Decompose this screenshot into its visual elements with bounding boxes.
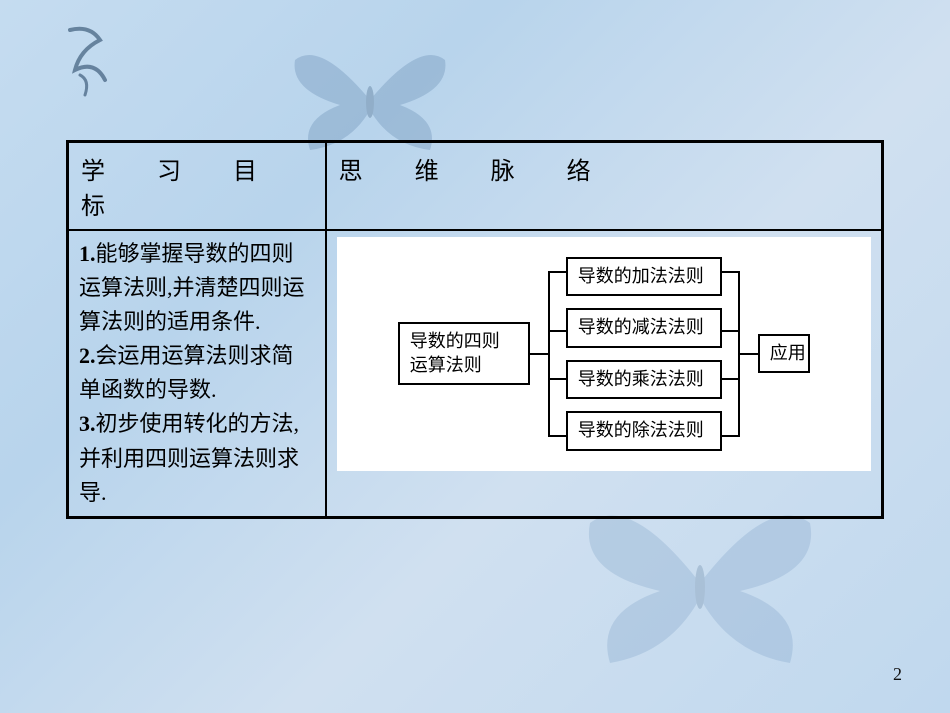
connector-stem-left [530, 353, 548, 355]
calligraphy-deco [60, 20, 120, 100]
diagram-branch-1: 导数的加法法则 [566, 257, 722, 296]
header-left: 学 习 目 标 [68, 142, 326, 231]
content-table: 学 习 目 标 思 维 脉 络 1.能够掌握导数的四则运算法则,并清楚四则运算法… [66, 140, 884, 519]
bracket-left [548, 257, 566, 451]
mindmap-diagram: 导数的四则 运算法则 导数的加法法则 导数的减法法则 导数的乘法法则 [337, 237, 871, 471]
bracket-right [722, 257, 740, 451]
connector-stem-right [740, 353, 758, 355]
diagram-leaf-node: 应用 [758, 334, 810, 373]
objectives-list: 1.能够掌握导数的四则运算法则,并清楚四则运算法则的适用条件. 2.会运用运算法… [79, 237, 315, 510]
page-number: 2 [893, 664, 902, 685]
objective-3-text: 初步使用转化的方法,并利用四则运算法则求导. [79, 411, 299, 504]
diagram-branch-2: 导数的减法法则 [566, 308, 722, 347]
diagram-root-node: 导数的四则 运算法则 [398, 322, 530, 385]
diagram-branch-4: 导数的除法法则 [566, 411, 722, 450]
diagram-branch-column: 导数的加法法则 导数的减法法则 导数的乘法法则 导数的除法法则 [566, 257, 722, 451]
diagram-branch-3: 导数的乘法法则 [566, 360, 722, 399]
diagram-root-line1: 导数的四则 [410, 331, 500, 351]
objective-1-num: 1. [79, 241, 96, 266]
diagram-cell: 导数的四则 运算法则 导数的加法法则 导数的减法法则 导数的乘法法则 [326, 230, 883, 517]
objective-1-text: 能够掌握导数的四则运算法则,并清楚四则运算法则的适用条件. [79, 241, 305, 334]
objectives-cell: 1.能够掌握导数的四则运算法则,并清楚四则运算法则的适用条件. 2.会运用运算法… [68, 230, 326, 517]
objective-2-num: 2. [79, 343, 96, 368]
diagram-root-line2: 运算法则 [410, 355, 482, 375]
objective-2-text: 会运用运算法则求简单函数的导数. [79, 343, 294, 402]
header-right: 思 维 脉 络 [326, 142, 883, 231]
objective-3-num: 3. [79, 411, 96, 436]
